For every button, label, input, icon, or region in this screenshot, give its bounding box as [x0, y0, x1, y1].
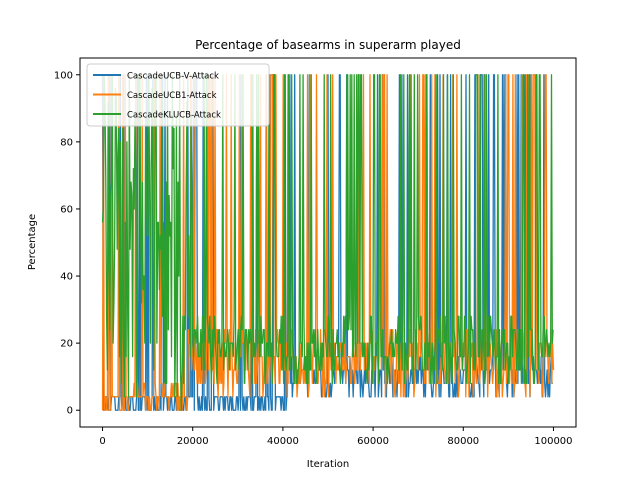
y-tick-label: 20: [60, 339, 73, 350]
x-tick-label: 0: [99, 436, 105, 447]
x-tick-label: 20000: [177, 436, 209, 447]
legend-label: CascadeKLUCB-Attack: [127, 111, 221, 121]
y-axis-label: Percentage: [27, 214, 38, 270]
legend-label: CascadeUCB-V-Attack: [127, 72, 219, 82]
y-tick-label: 60: [60, 204, 73, 215]
y-axis: 0 20 40 60 80 100: [54, 70, 80, 417]
x-tick-label: 60000: [357, 436, 389, 447]
x-tick-label: 40000: [267, 436, 299, 447]
legend: CascadeUCB-V-Attack CascadeUCB1-Attack Cas…: [86, 63, 270, 127]
y-tick-label: 0: [67, 406, 73, 417]
legend-box: [86, 63, 270, 127]
y-tick-label: 40: [60, 272, 73, 283]
x-tick-label: 80000: [447, 436, 479, 447]
x-axis-label: Iteration: [307, 459, 349, 470]
x-axis: 0 20000 40000 60000 80000 100000: [99, 427, 573, 447]
legend-label: CascadeUCB1-Attack: [127, 91, 217, 101]
y-tick-label: 100: [54, 70, 73, 81]
plot-frame: [79, 57, 577, 428]
chart-title: Percentage of basearms in superarm playe…: [195, 38, 461, 52]
series-layer: [101, 74, 555, 411]
x-tick-label: 100000: [534, 436, 572, 447]
series-line-3: [101, 74, 554, 411]
y-tick-label: 80: [60, 137, 73, 148]
